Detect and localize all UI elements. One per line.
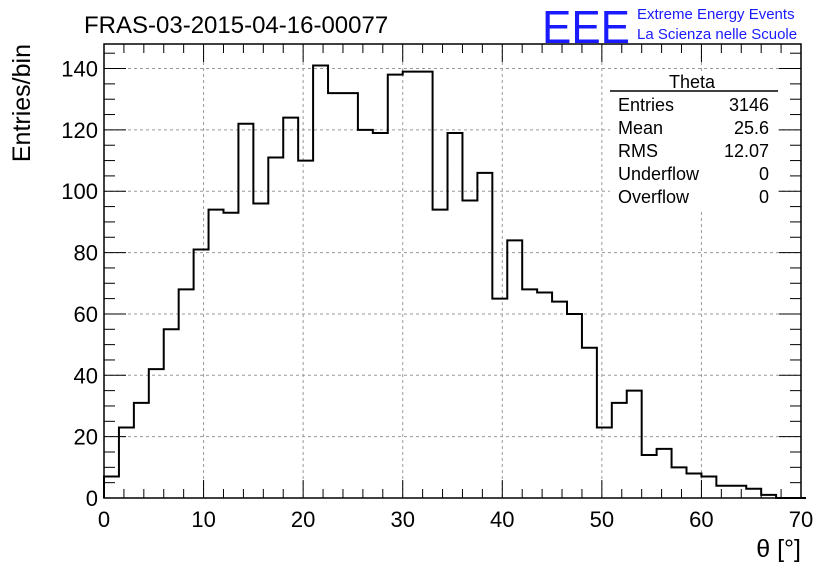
x-tick-label: 70 <box>789 507 813 532</box>
x-tick-labels: 0 10 20 30 40 50 60 70 <box>98 507 813 532</box>
x-tick-label: 50 <box>590 507 614 532</box>
x-tick-label: 30 <box>390 507 414 532</box>
y-axis-label: Entries/bin <box>8 44 36 162</box>
stats-underflow-label: Underflow <box>618 164 700 184</box>
stats-mean-label: Mean <box>618 118 663 138</box>
stats-mean-value: 25.6 <box>734 118 769 138</box>
stats-rms-value: 12.07 <box>724 141 769 161</box>
y-tick-label: 80 <box>74 241 98 266</box>
stats-underflow-value: 0 <box>759 164 769 184</box>
stats-box-background <box>610 74 778 210</box>
stats-title: Theta <box>669 72 716 92</box>
x-tick-label: 40 <box>490 507 514 532</box>
y-tick-label: 60 <box>74 302 98 327</box>
logo-text: EEE <box>542 1 630 53</box>
y-tick-label: 20 <box>74 425 98 450</box>
x-tick-label: 60 <box>689 507 713 532</box>
x-tick-label: 10 <box>191 507 215 532</box>
stats-box: Theta Entries 3146 Mean 25.6 RMS 12.07 U… <box>610 72 778 210</box>
stats-entries-label: Entries <box>618 95 674 115</box>
y-tick-labels: 0 20 40 60 80 100 120 140 <box>61 57 98 511</box>
y-tick-label: 40 <box>74 363 98 388</box>
axis-ticks <box>103 44 802 499</box>
y-tick-label: 140 <box>61 57 98 82</box>
chart-title: FRAS-03-2015-04-16-00077 <box>84 12 388 39</box>
histogram-line <box>103 64 806 499</box>
eee-logo: EEE Extreme Energy Events La Scienza nel… <box>542 1 797 53</box>
stats-entries-value: 3146 <box>729 95 769 115</box>
y-tick-label: 100 <box>61 179 98 204</box>
x-axis-label: θ [°] <box>756 535 801 563</box>
stats-overflow-value: 0 <box>759 187 769 207</box>
logo-line2: La Scienza nelle Scuole <box>637 26 797 43</box>
logo-line1: Extreme Energy Events <box>637 6 795 23</box>
plot-frame <box>103 43 802 499</box>
y-tick-label: 120 <box>61 118 98 143</box>
grid-lines <box>104 44 801 498</box>
stats-overflow-label: Overflow <box>618 187 690 207</box>
x-tick-label: 0 <box>98 507 110 532</box>
x-tick-label: 20 <box>291 507 315 532</box>
y-tick-label: 0 <box>86 486 98 511</box>
stats-rms-label: RMS <box>618 141 658 161</box>
